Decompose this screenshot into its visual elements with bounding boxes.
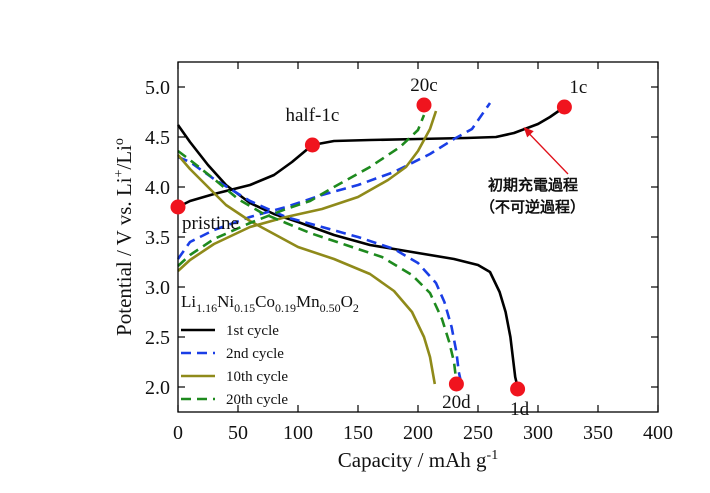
x-tick-label: 150 <box>343 422 373 444</box>
marker-half-1c <box>304 137 320 153</box>
annotation: 初期充電過程 （不可逆過程） <box>480 127 585 216</box>
series-4-discharge-line <box>177 149 458 383</box>
marker-label-20d: 20d <box>442 392 471 413</box>
x-tick-label: 0 <box>173 422 183 444</box>
marker-1d <box>510 381 526 397</box>
marker-1c <box>556 99 572 115</box>
x-tick-label: 350 <box>583 422 613 444</box>
marker-20c <box>416 97 432 113</box>
series-3-charge-line <box>177 110 438 272</box>
marker-label-1c: 1c <box>569 77 587 98</box>
x-tick-label: 50 <box>228 422 248 444</box>
composition-formula: Li1.16Ni0.15Co0.19Mn0.50O2 <box>181 292 359 315</box>
marker-label-pristine: pristine <box>182 213 239 234</box>
x-tick-label: 200 <box>403 422 433 444</box>
marker-label-20c: 20c <box>410 75 437 96</box>
x-tick-label: 250 <box>463 422 493 444</box>
legend-label-3: 10th cycle <box>226 369 288 385</box>
y-tick-label: 3.0 <box>145 277 170 299</box>
x-tick-label: 400 <box>643 422 673 444</box>
marker-20d <box>448 376 464 392</box>
y-tick-label: 3.5 <box>145 227 170 249</box>
legend-label-1: 1st cycle <box>226 323 279 339</box>
y-axis-label: Potential / V vs. Li+/Lio <box>112 138 136 336</box>
legend: 1st cycle 2nd cycle 10th cycle 20th cycle <box>181 323 288 408</box>
legend-label-2: 2nd cycle <box>226 346 284 362</box>
y-tick-label: 2.5 <box>145 327 170 349</box>
annotation-arrow <box>527 131 569 175</box>
series-3-discharge-line <box>177 154 437 385</box>
axes-layer: 0 50 100 150 200 250 300 350 400 2.0 2.5 3.0 3.5 4.0 4… <box>145 62 673 444</box>
series-2-charge-line <box>176 102 492 260</box>
annotation-line1: 初期充電過程 <box>488 176 578 194</box>
marker-label-1d: 1d <box>510 399 530 420</box>
series-4-charge-line <box>177 114 426 267</box>
x-tick-label: 100 <box>283 422 313 444</box>
annotation-line2: （不可逆過程） <box>480 198 585 216</box>
annotation-arrowhead <box>523 127 534 138</box>
y-tick-label: 4.5 <box>145 127 170 149</box>
series-layer <box>176 102 566 385</box>
x-axis-label: Capacity / mAh g-1 <box>338 448 498 472</box>
y-tick-label: 2.0 <box>145 377 170 399</box>
y-tick-label: 4.0 <box>145 177 170 199</box>
marker-label-half-1c: half-1c <box>285 105 339 126</box>
series-1-charge-line <box>177 105 566 209</box>
marker-pristine <box>170 199 186 215</box>
series-2-discharge-line <box>177 155 463 384</box>
series-1-discharge-line <box>176 124 518 383</box>
y-tick-label: 5.0 <box>145 77 170 99</box>
marker-layer: pristine half-1c 20c 1c 20d 1d <box>170 75 587 420</box>
legend-label-4: 20th cycle <box>226 392 288 408</box>
x-tick-label: 300 <box>523 422 553 444</box>
